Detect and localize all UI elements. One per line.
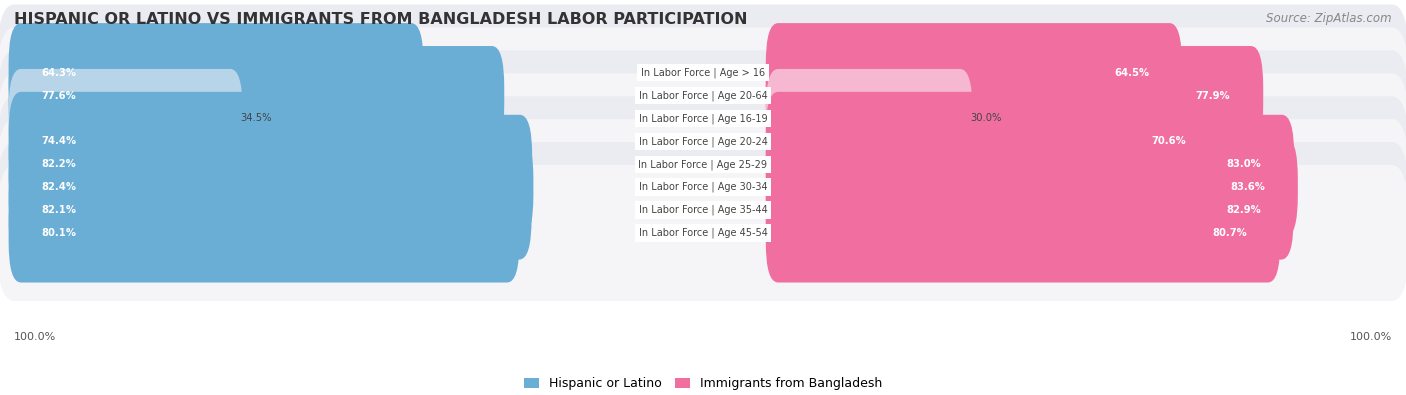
FancyBboxPatch shape bbox=[0, 165, 1406, 301]
FancyBboxPatch shape bbox=[8, 161, 531, 260]
FancyBboxPatch shape bbox=[0, 142, 1406, 278]
FancyBboxPatch shape bbox=[766, 92, 1219, 191]
FancyBboxPatch shape bbox=[766, 184, 1281, 282]
Text: Source: ZipAtlas.com: Source: ZipAtlas.com bbox=[1267, 12, 1392, 25]
FancyBboxPatch shape bbox=[766, 115, 1294, 214]
Text: In Labor Force | Age 45-54: In Labor Force | Age 45-54 bbox=[638, 228, 768, 238]
Text: 64.5%: 64.5% bbox=[1114, 68, 1149, 77]
FancyBboxPatch shape bbox=[766, 138, 1298, 237]
FancyBboxPatch shape bbox=[8, 115, 533, 214]
FancyBboxPatch shape bbox=[0, 73, 1406, 209]
Text: 80.1%: 80.1% bbox=[41, 228, 76, 238]
FancyBboxPatch shape bbox=[8, 138, 533, 237]
FancyBboxPatch shape bbox=[766, 161, 1294, 260]
FancyBboxPatch shape bbox=[8, 46, 505, 145]
FancyBboxPatch shape bbox=[8, 69, 243, 168]
FancyBboxPatch shape bbox=[766, 46, 1263, 145]
Text: 34.5%: 34.5% bbox=[240, 113, 271, 124]
Legend: Hispanic or Latino, Immigrants from Bangladesh: Hispanic or Latino, Immigrants from Bang… bbox=[519, 372, 887, 395]
FancyBboxPatch shape bbox=[0, 51, 1406, 186]
FancyBboxPatch shape bbox=[0, 119, 1406, 255]
Text: In Labor Force | Age 30-34: In Labor Force | Age 30-34 bbox=[638, 182, 768, 192]
Text: 70.6%: 70.6% bbox=[1152, 136, 1187, 147]
Text: In Labor Force | Age 25-29: In Labor Force | Age 25-29 bbox=[638, 159, 768, 169]
Text: 83.0%: 83.0% bbox=[1226, 159, 1261, 169]
Text: 82.4%: 82.4% bbox=[41, 182, 76, 192]
Text: 77.9%: 77.9% bbox=[1197, 90, 1230, 100]
Text: 64.3%: 64.3% bbox=[41, 68, 76, 77]
Text: 100.0%: 100.0% bbox=[14, 331, 56, 342]
Text: 80.7%: 80.7% bbox=[1213, 228, 1247, 238]
Text: In Labor Force | Age 16-19: In Labor Force | Age 16-19 bbox=[638, 113, 768, 124]
Text: HISPANIC OR LATINO VS IMMIGRANTS FROM BANGLADESH LABOR PARTICIPATION: HISPANIC OR LATINO VS IMMIGRANTS FROM BA… bbox=[14, 12, 748, 27]
FancyBboxPatch shape bbox=[0, 5, 1406, 141]
FancyBboxPatch shape bbox=[8, 92, 485, 191]
FancyBboxPatch shape bbox=[766, 23, 1182, 122]
Text: 82.1%: 82.1% bbox=[41, 205, 76, 215]
Text: 30.0%: 30.0% bbox=[970, 113, 1001, 124]
Text: 77.6%: 77.6% bbox=[41, 90, 76, 100]
Text: 83.6%: 83.6% bbox=[1230, 182, 1265, 192]
FancyBboxPatch shape bbox=[766, 69, 973, 168]
FancyBboxPatch shape bbox=[0, 96, 1406, 232]
Text: 100.0%: 100.0% bbox=[1350, 331, 1392, 342]
FancyBboxPatch shape bbox=[8, 184, 519, 282]
Text: 74.4%: 74.4% bbox=[41, 136, 76, 147]
Text: In Labor Force | Age 20-64: In Labor Force | Age 20-64 bbox=[638, 90, 768, 101]
FancyBboxPatch shape bbox=[8, 23, 423, 122]
Text: In Labor Force | Age 35-44: In Labor Force | Age 35-44 bbox=[638, 205, 768, 215]
Text: 82.2%: 82.2% bbox=[41, 159, 76, 169]
Text: In Labor Force | Age > 16: In Labor Force | Age > 16 bbox=[641, 68, 765, 78]
Text: 82.9%: 82.9% bbox=[1226, 205, 1261, 215]
Text: In Labor Force | Age 20-24: In Labor Force | Age 20-24 bbox=[638, 136, 768, 147]
FancyBboxPatch shape bbox=[0, 28, 1406, 164]
